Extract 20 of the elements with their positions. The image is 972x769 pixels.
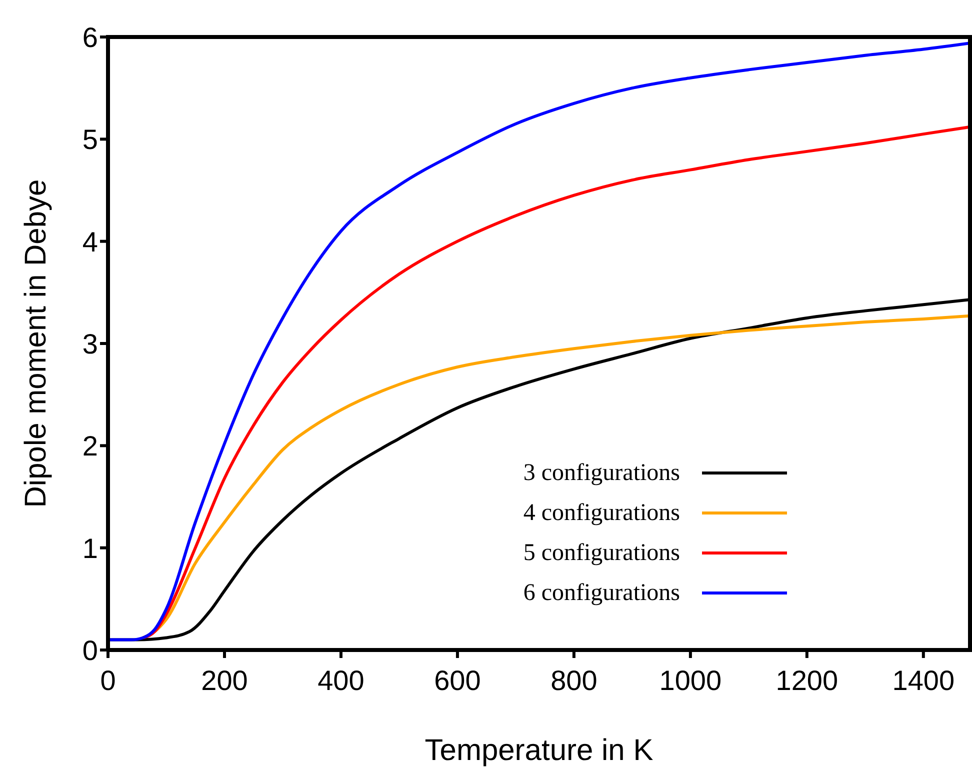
legend-label: 3 configurations [523,460,680,486]
x-tick-label: 600 [434,664,481,696]
x-tick-label: 1400 [892,664,955,696]
y-tick-label: 2 [82,430,98,462]
y-tick-label: 3 [82,328,98,360]
y-tick-label: 4 [82,226,98,258]
x-axis-title: Temperature in K [424,734,654,767]
y-tick-label: 0 [82,634,98,666]
y-tick-label: 1 [82,532,98,564]
y-tick-label: 5 [82,124,98,156]
x-tick-label: 1000 [659,664,722,696]
y-tick-label: 6 [82,22,98,53]
y-axis-title: Dipole moment in Debye [20,179,52,508]
x-tick-label: 1200 [776,664,838,696]
legend-label: 6 configurations [523,580,680,606]
x-tick-label: 800 [550,664,598,696]
legend-label: 5 configurations [523,540,680,566]
legend-label: 4 configurations [523,500,680,526]
x-tick-label: 400 [318,664,364,696]
x-tick-label: 200 [201,664,248,696]
